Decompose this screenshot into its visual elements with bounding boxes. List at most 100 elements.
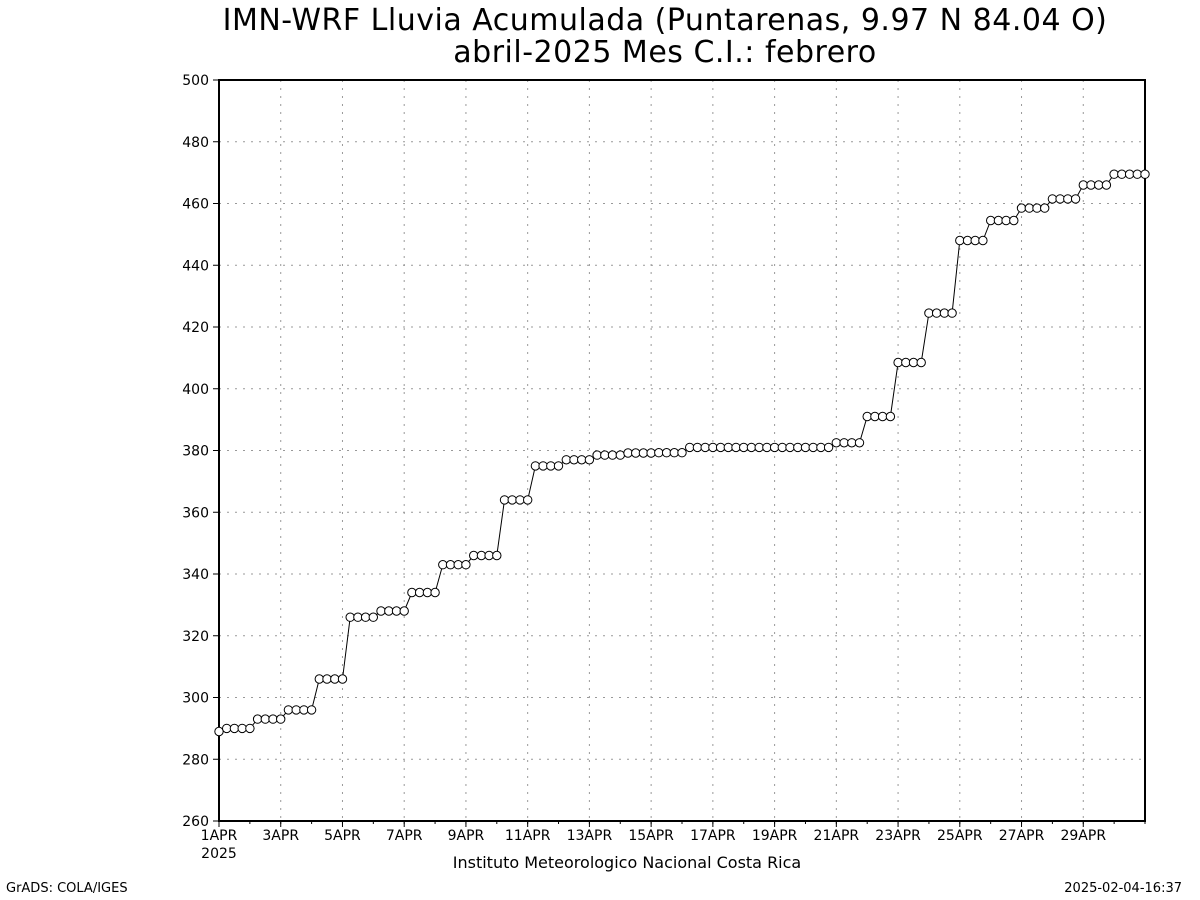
- data-point: [800, 442, 811, 453]
- data-point: [978, 235, 988, 246]
- data-point: [569, 455, 579, 465]
- y-tick-label: 440: [182, 258, 209, 274]
- data-point: [345, 612, 355, 622]
- data-point: [407, 587, 417, 598]
- data-point: [291, 705, 301, 715]
- data-point: [607, 450, 618, 460]
- data-point: [962, 235, 973, 246]
- y-tick-label: 260: [182, 814, 209, 830]
- y-tick-label: 300: [182, 691, 209, 707]
- data-point: [600, 450, 610, 460]
- data-point: [322, 674, 332, 684]
- data-point: [762, 442, 772, 453]
- data-point: [723, 442, 733, 453]
- data-point: [445, 560, 456, 570]
- data-point: [399, 606, 409, 616]
- data-point: [924, 308, 934, 318]
- data-point: [777, 442, 787, 453]
- data-point: [831, 438, 841, 448]
- data-point: [769, 442, 780, 453]
- y-tick-label: 460: [182, 197, 209, 213]
- data-point: [638, 448, 649, 458]
- data-point: [306, 705, 317, 715]
- x-tick-label: 25APR: [937, 828, 983, 844]
- data-point: [353, 612, 363, 622]
- x-tick-label: 13APR: [567, 828, 613, 844]
- data-point: [553, 461, 564, 471]
- y-tick-label: 420: [182, 320, 209, 336]
- data-point: [430, 587, 440, 598]
- data-point: [854, 438, 865, 448]
- x-tick-label: 21APR: [814, 828, 860, 844]
- x-tick-label: 15APR: [628, 828, 674, 844]
- data-point: [507, 495, 517, 505]
- x-tick-label: 5APR: [324, 828, 361, 844]
- x-tick-label: 1APR: [201, 828, 238, 844]
- data-point: [1040, 203, 1050, 213]
- data-point: [260, 714, 270, 724]
- data-point: [229, 723, 240, 734]
- data-point: [499, 495, 510, 505]
- data-point: [939, 308, 950, 318]
- data-point: [746, 442, 757, 453]
- data-point: [1117, 169, 1127, 179]
- data-point: [469, 550, 479, 561]
- data-point: [276, 714, 286, 724]
- y-tick-label: 340: [182, 567, 209, 583]
- data-point: [623, 448, 633, 458]
- data-point: [970, 235, 980, 246]
- data-point: [245, 723, 255, 734]
- y-tick-label: 360: [182, 505, 209, 521]
- data-point: [530, 461, 541, 471]
- x-tick-labels: 1APR 3APR 5APR 7APR 9APR 11APR 13APR 15APR 17APR…: [201, 828, 1107, 862]
- data-point: [669, 448, 679, 458]
- data-point: [692, 442, 703, 453]
- data-point: [986, 215, 996, 226]
- y-tick-labels: 260 280 300 320 340 360 380 400 420 440 460 480 500: [182, 73, 209, 830]
- data-point: [523, 495, 533, 505]
- data-point: [754, 442, 764, 453]
- y-tick-label: 500: [182, 73, 209, 89]
- data-point: [708, 442, 718, 453]
- x-tick-label: 19APR: [752, 828, 798, 844]
- data-point: [1101, 180, 1112, 190]
- data-point: [1024, 203, 1035, 213]
- data-point: [330, 674, 340, 684]
- data-point: [1078, 180, 1089, 190]
- y-tick-label: 400: [182, 382, 209, 398]
- data-point: [422, 587, 433, 598]
- data-point: [908, 357, 919, 368]
- data-point: [947, 308, 957, 318]
- data-point: [577, 455, 587, 465]
- data-point: [631, 448, 641, 458]
- data-point: [893, 357, 903, 368]
- data-point: [1055, 194, 1065, 204]
- data-point: [461, 560, 471, 570]
- series-layer: [214, 169, 1150, 737]
- data-point: [1009, 215, 1019, 226]
- x-tick-label: 23APR: [875, 828, 921, 844]
- data-point: [731, 442, 741, 453]
- data-point: [661, 448, 672, 458]
- data-point: [268, 714, 278, 724]
- x-tick-label: 17APR: [690, 828, 736, 844]
- software-credit: GrADS: COLA/IGES: [6, 881, 128, 896]
- data-point: [615, 450, 625, 460]
- data-point: [314, 674, 324, 684]
- data-point: [685, 442, 695, 453]
- data-point: [877, 411, 888, 422]
- data-point: [870, 411, 880, 422]
- grid-lines: [219, 80, 1145, 821]
- data-point: [515, 495, 525, 505]
- x-tick-label: 9APR: [448, 828, 485, 844]
- data-point: [916, 357, 926, 368]
- data-point: [654, 448, 664, 458]
- data-point: [283, 705, 294, 715]
- data-point: [808, 442, 818, 453]
- data-point: [360, 612, 371, 622]
- data-point: [1140, 169, 1150, 179]
- data-point: [453, 560, 463, 570]
- data-point: [1047, 194, 1058, 204]
- y-tick-label: 480: [182, 135, 209, 151]
